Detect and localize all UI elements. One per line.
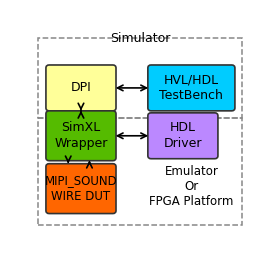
- FancyBboxPatch shape: [148, 65, 235, 111]
- Text: SimXL
Wrapper: SimXL Wrapper: [54, 121, 108, 150]
- Bar: [38, 38, 242, 118]
- Text: Simulator: Simulator: [110, 32, 171, 45]
- Text: HDL
Driver: HDL Driver: [164, 121, 202, 150]
- Text: HVL/HDL
TestBench: HVL/HDL TestBench: [159, 73, 223, 102]
- FancyBboxPatch shape: [46, 164, 116, 214]
- FancyBboxPatch shape: [46, 111, 116, 161]
- Text: Emulator
Or
FPGA Platform: Emulator Or FPGA Platform: [149, 165, 233, 208]
- Text: MIPI_SOUND
WIRE DUT: MIPI_SOUND WIRE DUT: [45, 174, 117, 203]
- FancyBboxPatch shape: [46, 65, 116, 111]
- Text: DPI: DPI: [71, 81, 91, 95]
- FancyBboxPatch shape: [148, 113, 218, 159]
- Bar: [38, 118, 242, 225]
